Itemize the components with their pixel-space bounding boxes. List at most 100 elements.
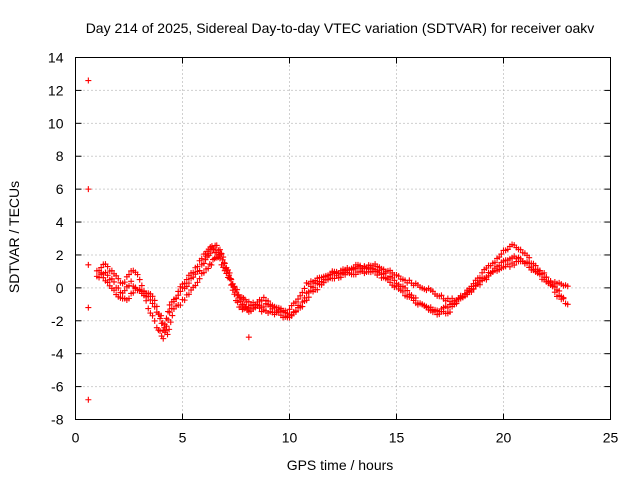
track-c-point: [149, 293, 156, 300]
track-a-point: [157, 327, 164, 334]
track-b-point: [517, 246, 524, 253]
track-c-point: [511, 262, 518, 269]
track-a-point: [564, 283, 571, 290]
track-c-point: [526, 260, 533, 267]
x-tick-label: 25: [603, 430, 619, 446]
track-b-point: [200, 260, 207, 267]
track-c-point: [476, 281, 483, 288]
track-a-point: [136, 276, 143, 283]
track-c-point: [126, 295, 132, 302]
track-a-point: [98, 264, 105, 271]
track-c-point: [376, 269, 383, 276]
track-b-point: [190, 274, 197, 281]
track-c-point: [297, 292, 304, 299]
track-c-point: [234, 286, 241, 293]
track-c-point: [271, 304, 278, 311]
track-c-point: [111, 287, 118, 294]
track-c-point: [169, 312, 176, 319]
track-b-point: [175, 292, 182, 299]
track-c-point: [218, 250, 225, 257]
grid-lines: [75, 57, 611, 420]
x-tick-label: 15: [389, 430, 405, 446]
track-c-point: [181, 297, 188, 304]
x-axis-label: GPS time / hours: [287, 457, 394, 473]
track-a-point: [151, 317, 158, 324]
track-c-point: [399, 288, 406, 295]
track-b-point: [147, 296, 154, 303]
track-b-point: [149, 300, 156, 307]
track-b-point: [111, 278, 118, 285]
track-a-point: [108, 267, 115, 274]
track-a-point: [138, 282, 145, 289]
track-b-point: [504, 246, 511, 253]
track-c-point: [461, 293, 468, 300]
track-c-point: [560, 294, 567, 301]
plot-frame: [75, 57, 611, 420]
track-c-point: [196, 275, 203, 282]
track-a-point: [121, 279, 128, 286]
track-c-point: [357, 262, 364, 269]
y-tick-label: 8: [56, 148, 64, 164]
track-c-point: [472, 283, 479, 290]
track-c-point: [224, 267, 231, 274]
y-tick-label: 14: [48, 50, 64, 66]
y-tick-label: 6: [56, 181, 64, 197]
track-b-point: [382, 269, 389, 276]
y-axis-label: SDTVAR / TECUs: [6, 181, 22, 293]
track-b-point: [185, 280, 192, 287]
track-a-point: [134, 271, 141, 278]
track-c-point: [252, 302, 259, 309]
track-c-point: [167, 319, 174, 326]
track-c-point: [177, 302, 184, 309]
track-b-point: [207, 250, 214, 257]
track-c-point: [200, 269, 207, 276]
track-c-point: [164, 331, 171, 338]
track-c-point: [192, 282, 199, 289]
track-c-point: [205, 265, 212, 272]
track-b-point: [404, 287, 411, 294]
data-points: [85, 77, 571, 403]
track-a-point: [115, 275, 122, 282]
track-b-point: [337, 274, 344, 281]
track-a-point: [234, 299, 241, 306]
track-b-point: [104, 272, 111, 279]
track-a-point: [198, 255, 205, 262]
track-c-point: [295, 296, 302, 303]
track-c-point: [506, 263, 513, 270]
track-b-point: [292, 307, 299, 314]
track-b-point: [447, 309, 453, 316]
track-c-point: [226, 272, 233, 279]
track-c-point: [130, 289, 137, 296]
track-c-point: [185, 291, 192, 298]
track-c-point: [543, 274, 550, 281]
track-b-point: [532, 262, 539, 269]
track-c-point: [286, 306, 293, 313]
track-c-point: [393, 282, 400, 289]
y-tick-label: 12: [48, 82, 64, 98]
track-b-point: [303, 297, 310, 304]
track-c-point: [267, 301, 274, 308]
track-c-point: [556, 287, 563, 294]
track-a-point: [145, 305, 152, 312]
outlier-point: [85, 396, 92, 403]
outlier-point: [85, 77, 92, 84]
track-c-point: [372, 266, 379, 273]
track-c-point: [194, 279, 201, 286]
track-c-point: [547, 279, 554, 286]
track-c-point: [265, 298, 272, 305]
track-b-point: [196, 267, 203, 274]
x-tick-label: 20: [496, 430, 512, 446]
y-tick-label: -4: [51, 346, 64, 362]
track-c-point: [208, 261, 215, 268]
track-b-point: [128, 278, 135, 285]
track-c-point: [245, 298, 252, 305]
outlier-point: [85, 261, 92, 268]
track-b-point: [166, 301, 173, 308]
track-b-point: [213, 242, 220, 249]
y-tick-label: 0: [56, 280, 64, 296]
track-b-point: [183, 283, 190, 290]
track-a-point: [438, 292, 445, 299]
track-b-point: [299, 303, 306, 310]
track-b-point: [305, 294, 312, 301]
